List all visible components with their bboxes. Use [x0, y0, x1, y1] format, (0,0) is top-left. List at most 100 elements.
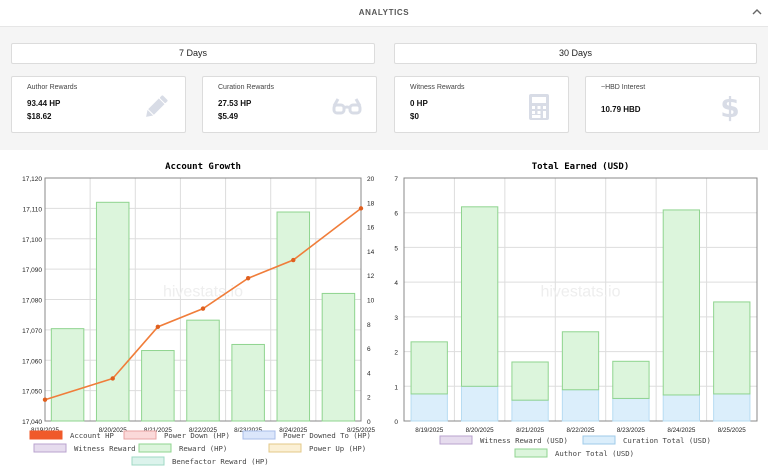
calculator-icon	[529, 94, 549, 120]
card-label: ~HBD Interest	[601, 84, 646, 91]
card-value-hp: 93.44 HP	[27, 99, 61, 108]
hbd-interest-card: ~HBD Interest 10.79 HBD $	[585, 76, 760, 133]
bar-reward-hp	[141, 350, 175, 422]
y-right-tick-label: 0	[367, 419, 371, 426]
account-growth-chart: Account Growth hivestats.io 17,040 17,050 17…	[22, 162, 375, 466]
bar-reward-hp	[186, 319, 220, 422]
x-tick-label: 8/22/2025	[189, 427, 218, 434]
bar-reward-hp	[95, 201, 130, 422]
legend-label: Witness Reward (USD)	[480, 436, 568, 445]
bar-reward-hp	[231, 343, 265, 422]
point-account-hp	[42, 397, 48, 402]
y-right-tick-label: 2	[367, 395, 371, 402]
point-account-hp	[110, 376, 115, 381]
bar-curation-total	[561, 389, 600, 422]
chart-title: Account Growth	[165, 162, 241, 172]
bar-author-total	[511, 361, 549, 401]
y-right-tick-label: 10	[367, 298, 375, 305]
y-tick-label: 6	[394, 211, 398, 218]
bar-author-total	[662, 209, 701, 396]
dollar-icon: $	[720, 92, 739, 122]
point-account-hp	[358, 206, 364, 211]
legend-label: Power Up (HP)	[309, 444, 366, 453]
author-rewards-card: Author Rewards 93.44 HP $18.62	[11, 76, 186, 133]
y-right-tick-label: 18	[367, 200, 375, 207]
analytics-header[interactable]: ANALYTICS	[0, 0, 768, 27]
legend-label: Power Down (HP)	[164, 431, 230, 440]
y-tick-label: 0	[394, 419, 398, 426]
legend-label: Curation Total (USD)	[623, 436, 711, 445]
bar-author-total	[713, 301, 751, 395]
bar-curation-total	[460, 385, 499, 422]
pencil-icon	[146, 95, 168, 117]
point-account-hp	[155, 324, 161, 330]
x-tick-label: 8/21/2025	[144, 427, 173, 434]
bar-author-total	[561, 331, 600, 391]
y-right-tick-label: 16	[367, 225, 375, 232]
bar-reward-hp	[321, 292, 356, 422]
y-left-tick-label: 17,070	[22, 328, 42, 335]
legend-swatch	[33, 443, 67, 453]
x-tick-label: 8/22/2025	[566, 427, 595, 434]
card-value-hbd: 10.79 HBD	[601, 105, 641, 114]
x-tick-label: 8/19/2025	[415, 427, 444, 434]
legend-swatch	[268, 443, 302, 453]
chart-title: Total Earned (USD)	[532, 162, 630, 172]
y-left-tick-label: 17,060	[22, 358, 42, 365]
y-left-tick-label: 17,110	[23, 206, 43, 213]
y-right-tick-label: 12	[367, 273, 375, 280]
account-growth-chart-panel: Account Growth hivestats.io 17,040 17,050 17…	[0, 150, 384, 475]
watermark: hivestats.io	[163, 284, 243, 301]
point-account-hp	[291, 257, 296, 263]
glasses-icon	[332, 98, 362, 115]
bar-reward-hp	[276, 211, 311, 422]
bar-curation-total	[612, 397, 650, 422]
period-30-days-button[interactable]: 30 Days	[394, 43, 757, 64]
y-right-tick-label: 8	[367, 322, 371, 329]
total-earned-chart: Total Earned (USD) hivestats.io 8/19/2025 8…	[394, 162, 758, 458]
card-value-usd: $5.49	[218, 112, 239, 121]
x-tick-label: 8/24/2025	[667, 427, 696, 434]
x-tick-label: 8/20/2025	[466, 427, 495, 434]
y-left-tick-label: 17,120	[22, 176, 42, 183]
legend-label: Power Downed To (HP)	[283, 431, 371, 440]
witness-rewards-card: Witness Rewards 0 HP $0	[394, 76, 569, 133]
x-tick-label: 8/25/2025	[718, 427, 747, 434]
legend-swatch	[131, 456, 165, 466]
legend-swatch	[582, 435, 616, 445]
point-account-hp	[200, 306, 206, 311]
y-tick-label: 3	[394, 315, 398, 322]
card-label: Witness Rewards	[410, 84, 465, 91]
card-value-usd: $0	[410, 112, 419, 121]
bar-reward-hp	[50, 328, 85, 422]
bar-curation-total	[511, 399, 549, 422]
y-tick-label: 7	[394, 176, 398, 183]
y-right-tick-label: 6	[367, 346, 371, 353]
card-label: Author Rewards	[27, 84, 78, 91]
bar-author-total	[612, 360, 650, 399]
y-right-tick-label: 4	[367, 370, 371, 377]
x-tick-label: 8/24/2025	[279, 427, 308, 434]
chevron-up-icon[interactable]	[750, 5, 764, 19]
legend-label: Benefactor Reward (HP)	[172, 457, 269, 466]
y-tick-label: 2	[394, 350, 398, 357]
legend-swatch	[439, 435, 473, 445]
legend-swatch	[29, 430, 63, 440]
bar-curation-total	[713, 393, 751, 422]
bar-author-total	[410, 341, 448, 395]
bar-author-total	[460, 206, 499, 387]
curation-rewards-card: Curation Rewards 27.53 HP $5.49	[202, 76, 377, 133]
period-7-days-button[interactable]: 7 Days	[11, 43, 375, 64]
card-label: Curation Rewards	[218, 84, 275, 91]
legend-swatch	[242, 430, 276, 440]
watermark: hivestats.io	[540, 284, 620, 301]
legend-swatch	[138, 443, 172, 453]
x-tick-label: 8/20/2025	[99, 427, 128, 434]
y-left-tick-label: 17,090	[22, 267, 42, 274]
x-tick-label: 8/21/2025	[516, 427, 545, 434]
legend-label: Account HP	[70, 431, 115, 440]
y-right-tick-label: 14	[367, 249, 375, 256]
legend-label: Witness Reward (HP)	[74, 444, 157, 453]
bar-curation-total	[410, 393, 448, 422]
analytics-title: ANALYTICS	[358, 8, 410, 17]
